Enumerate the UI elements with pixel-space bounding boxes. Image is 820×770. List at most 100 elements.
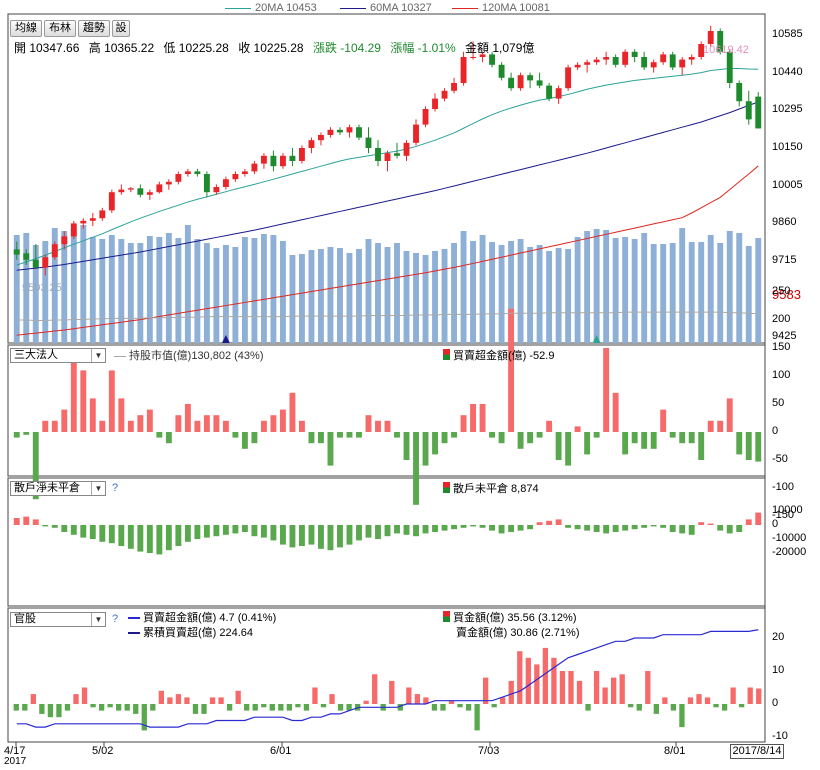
gov-buy-label: 買金額(億) 35.56 (3.12%) xyxy=(443,609,576,625)
panel2-selector[interactable]: 三大法人 ▼ xyxy=(10,348,106,363)
help-icon[interactable]: ? xyxy=(112,482,119,494)
volume-bar xyxy=(279,241,286,343)
triangle-marker xyxy=(221,335,230,343)
retail-oi-bar xyxy=(222,525,229,535)
retail-oi-bar xyxy=(213,525,220,537)
inst-net-bar xyxy=(337,432,343,438)
inst-net-bar xyxy=(736,432,743,455)
candle-body xyxy=(356,127,362,138)
inst-net-bar xyxy=(89,398,96,432)
price-tick-label: 10150 xyxy=(772,141,803,153)
inst-net-bar xyxy=(631,432,638,444)
retail-oi-bar xyxy=(89,525,96,539)
gov-net-bar xyxy=(397,704,403,711)
candle-body xyxy=(641,57,648,68)
candle-body xyxy=(194,171,201,174)
inst-net-bar xyxy=(726,398,733,432)
high-value: 高 10365.22 xyxy=(88,41,155,55)
candle-body xyxy=(660,54,667,63)
retail-oi-bar xyxy=(508,525,515,532)
close-value: 收 10225.28 xyxy=(238,41,304,55)
candle-body xyxy=(527,75,534,81)
inst-net-bar xyxy=(479,404,486,432)
retail-oi-bar xyxy=(422,525,429,534)
price-tick-label: 10440 xyxy=(772,65,803,78)
ma-button[interactable]: 均線 xyxy=(10,20,42,37)
retail-oi-bar xyxy=(127,525,134,549)
inst-net-bar xyxy=(356,432,362,438)
candle-body xyxy=(517,75,524,89)
settings-button[interactable]: 設 xyxy=(112,20,130,37)
retail-oi-bar xyxy=(593,525,600,532)
inst-net-bar xyxy=(13,432,20,438)
help-icon[interactable]: ? xyxy=(112,613,119,625)
volume-bar xyxy=(489,242,496,343)
inst-net-bar xyxy=(574,426,581,432)
volume-bar xyxy=(736,233,743,343)
candle-body xyxy=(308,140,315,148)
gov-net-bar xyxy=(39,704,45,714)
date-tick-label: 4/17 xyxy=(4,745,26,757)
retail-oi-bar xyxy=(745,519,752,525)
panel4-selector[interactable]: 官股 ▼ xyxy=(10,612,106,627)
volume-bar xyxy=(688,242,695,343)
candle-body xyxy=(61,236,68,245)
bollinger-button[interactable]: 布林 xyxy=(44,20,76,37)
retail-oi-bar xyxy=(650,525,657,527)
gov-net-bar xyxy=(457,704,463,708)
inst-net-bar xyxy=(365,415,372,432)
volume-bar xyxy=(365,239,372,343)
volume-bar xyxy=(498,245,505,343)
volume-bar xyxy=(337,248,343,343)
gov-net-bar xyxy=(158,690,164,704)
inst-net-bar xyxy=(42,420,49,432)
inst-net-bar xyxy=(498,432,505,444)
candle-body xyxy=(460,57,467,83)
gov-net-bar xyxy=(226,704,233,711)
holding-line xyxy=(16,311,759,322)
candle-body xyxy=(23,253,30,260)
volume-bar xyxy=(451,243,457,343)
gov-net-label: 買賣超金額(億) 4.7 (0.41%) xyxy=(128,609,276,625)
volume-bar xyxy=(203,243,210,343)
trend-button[interactable]: 趨勢 xyxy=(78,20,110,37)
inst-net-bar xyxy=(669,432,676,438)
gov-net-bar xyxy=(585,704,591,711)
volume-bar xyxy=(260,234,267,343)
chevron-down-icon: ▼ xyxy=(91,349,105,362)
gov-net-bar xyxy=(116,704,122,711)
candle-body xyxy=(51,244,58,258)
retail-oi-bar xyxy=(451,525,457,530)
retail-oi-bar xyxy=(612,525,619,532)
candle-body xyxy=(203,174,210,193)
retail-oi-bar xyxy=(546,520,553,525)
volume-bar xyxy=(717,243,724,343)
gov-net-bar xyxy=(500,697,506,704)
inst-net-bar xyxy=(451,432,457,438)
volume-bar xyxy=(156,237,163,343)
inst-net-bar xyxy=(755,432,762,462)
volume-bar xyxy=(698,242,705,343)
panel3-selector[interactable]: 散戶淨未平倉 ▼ xyxy=(10,481,106,496)
volume-bar xyxy=(232,247,239,343)
price-tick-label: 10295 xyxy=(772,103,803,116)
candle-body xyxy=(451,83,457,91)
chevron-down-icon: ▼ xyxy=(91,482,105,495)
inst-net-bar xyxy=(527,432,534,444)
volume-bar xyxy=(603,230,610,343)
gov-net-bar xyxy=(465,704,472,711)
gov-net-bar xyxy=(192,704,199,714)
retail-oi-bar xyxy=(403,525,410,535)
candle-body xyxy=(755,96,762,129)
gov-net-bar xyxy=(244,704,250,711)
candle-body xyxy=(432,98,438,109)
ohlc-summary: 開 10347.66 高 10365.22 低 10225.28 收 10225… xyxy=(14,39,540,56)
retail-oi-bar xyxy=(308,525,315,545)
candle-body xyxy=(279,155,286,167)
retail-oi-bar xyxy=(175,525,182,546)
gov-net-bar xyxy=(261,704,267,708)
inst-net-bar xyxy=(660,409,667,432)
inst-net-bar xyxy=(175,415,182,432)
volume-bar xyxy=(641,233,648,343)
volume-bar xyxy=(127,243,134,343)
